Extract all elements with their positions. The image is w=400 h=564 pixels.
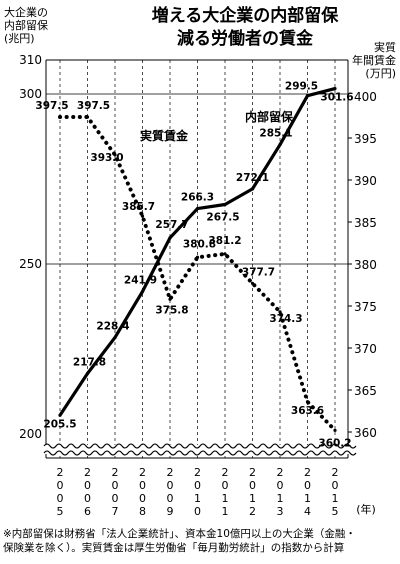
reserve-label-2011: 267.5 — [206, 212, 239, 224]
reserve-label-2012: 272.1 — [236, 172, 269, 184]
wage-point-2015 — [333, 428, 337, 432]
reserve-point-2015 — [333, 86, 337, 91]
wage-point-2008 — [140, 214, 145, 218]
chart-title-line2: 減る労働者の賃金 — [177, 28, 314, 49]
wage-label-2013: 374.3 — [269, 313, 302, 325]
left-tick-200: 200 — [19, 427, 42, 441]
reserve-label-2014: 299.5 — [285, 81, 318, 93]
reserve-label-2005: 205.5 — [43, 418, 76, 430]
wage-point-2007 — [113, 153, 117, 157]
left-tick-250: 250 — [19, 257, 42, 271]
wage-label-2006: 397.5 — [77, 100, 110, 112]
wage-label-2005: 397.5 — [35, 100, 68, 112]
right-tick-380: 380 — [354, 258, 377, 272]
right-tick-370: 370 — [354, 342, 377, 356]
series-name-reserve: 内部留保 — [245, 109, 294, 124]
reserve-point-2008 — [140, 289, 145, 294]
left-axis-label-1: 内部留保 — [4, 18, 48, 32]
wage-label-2012: 377.7 — [242, 266, 275, 278]
wage-label-2015: 360.2 — [318, 437, 351, 449]
wage-label-2011: 381.2 — [208, 235, 241, 247]
wage-point-2009 — [168, 297, 172, 301]
left-tick-310: 310 — [19, 53, 42, 67]
axis-break-gap — [42, 445, 352, 454]
chart-title-line1: 増える大企業の内部留保 — [152, 5, 339, 26]
wage-label-2008: 385.7 — [122, 201, 155, 213]
reserve-point-2009 — [168, 236, 172, 240]
wage-point-2010 — [195, 255, 200, 259]
reserve-label-2008: 241.9 — [124, 275, 157, 287]
series-name-wage: 実質賃金 — [140, 128, 189, 143]
reserve-point-2011 — [223, 202, 227, 207]
reserve-label-2013: 285.1 — [259, 128, 292, 140]
right-tick-400: 400 — [354, 90, 377, 104]
right-tick-385: 385 — [354, 216, 377, 230]
footnote-line-0: ※内部留保は財務省「法人企業統計」、資本金10億円以上の大企業（金融・ — [3, 527, 356, 540]
reserve-point-2007 — [113, 335, 117, 340]
right-tick-390: 390 — [354, 174, 377, 188]
reserve-label-2015: 301.6 — [320, 92, 353, 104]
reserve-point-2012 — [250, 187, 255, 191]
wage-point-2014 — [305, 400, 310, 404]
reserve-point-2006 — [85, 371, 90, 376]
reserve-label-2009: 257.7 — [155, 219, 188, 231]
axis-break-wave-bottom — [43, 450, 357, 456]
reserve-point-2014 — [305, 94, 310, 98]
reserve-point-2010 — [195, 206, 200, 211]
wage-point-2011 — [223, 252, 227, 256]
right-tick-375: 375 — [354, 300, 377, 314]
wage-point-2012 — [250, 281, 255, 285]
year-unit-label: (年) — [356, 502, 376, 516]
wage-label-2014: 363.6 — [291, 405, 324, 417]
right-axis-label-2: (万円) — [365, 67, 396, 80]
right-tick-360: 360 — [354, 426, 377, 440]
wage-point-2006 — [85, 115, 90, 119]
wage-label-2010: 380.8 — [183, 238, 216, 250]
footnote-line-1: 保険業を除く）。実質賃金は厚生労働省「毎月勤労統計」の指数から計算 — [3, 541, 344, 554]
left-axis-label-2: (兆円) — [4, 32, 35, 45]
reserve-point-2013 — [278, 143, 282, 147]
wage-point-2005 — [58, 115, 62, 119]
axis-break-wave-top — [43, 443, 357, 449]
right-tick-365: 365 — [354, 384, 377, 398]
right-axis-label-1: 年間賃金 — [352, 53, 396, 67]
right-tick-395: 395 — [354, 132, 377, 146]
right-axis-label-0: 実質 — [374, 40, 396, 54]
reserve-label-2007: 228.4 — [96, 320, 129, 332]
reserve-point-2005 — [58, 413, 62, 417]
reserve-label-2006: 217.8 — [73, 356, 106, 368]
reserve-label-2010: 266.3 — [181, 192, 214, 204]
wage-label-2009: 375.8 — [155, 304, 188, 316]
wage-label-2007: 393.0 — [90, 152, 123, 164]
wage-point-2013 — [278, 310, 282, 314]
left-tick-300: 300 — [19, 87, 42, 101]
left-axis-label-0: 大企業の — [4, 5, 48, 19]
